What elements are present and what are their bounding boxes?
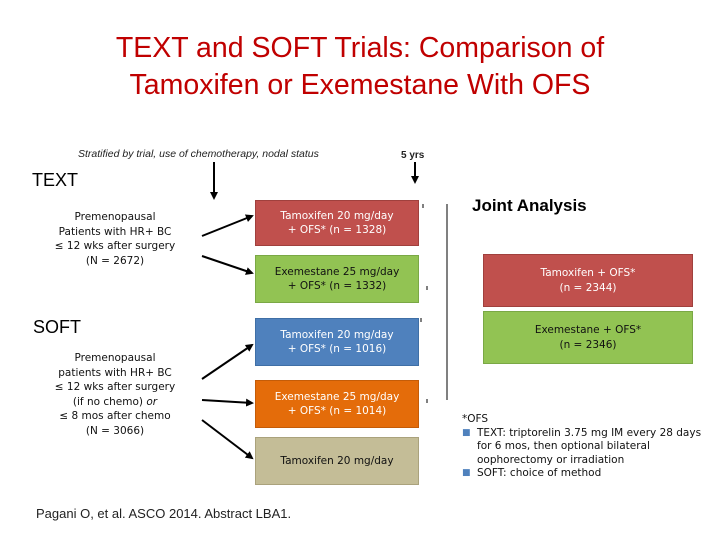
soft-arrow-1 [201,343,254,380]
soft-population-part-1: Premenopausal patients with HR+ BC ≤ 12 … [54,352,176,408]
soft-population-part-2: ≤ 8 mos after chemo (N = 3066) [59,410,171,437]
footnote-heading: *OFS [462,413,489,425]
soft-trial-population: Premenopausal patients with HR+ BC ≤ 12 … [30,351,200,438]
text-arrow-2 [201,255,254,275]
arm-text-tamoxifen: Tamoxifen 20 mg/day + OFS* (n = 1328) [255,200,419,246]
soft-trial-heading: SOFT [33,317,81,337]
arm-soft-tamoxifen-alone: Tamoxifen 20 mg/day [255,437,419,485]
joint-arm-exemestane: Exemestane + OFS* (n = 2346) [483,311,693,364]
text-trial-heading: TEXT [32,170,79,190]
text-trial-population: Premenopausal Patients with HR+ BC ≤ 12 … [54,211,176,267]
joint-arm-tamoxifen: Tamoxifen + OFS* (n = 2344) [483,254,693,307]
soft-arrow-2 [201,398,254,407]
ofs-footnote: *OFS ■ TEXT: triptorelin 3.75 mg IM ever… [462,413,702,481]
stratification-note: Stratified by trial, use of chemotherapy… [78,148,319,160]
footnote-item-text: ■ TEXT: triptorelin 3.75 mg IM every 28 … [462,427,702,468]
joint-analysis-heading: Joint Analysis [472,196,587,215]
title-line-2: Tamoxifen or Exemestane With OFS [129,69,591,101]
bullet-square-icon: ■ [462,468,471,478]
slide-title: TEXT and SOFT Trials: Comparison of Tamo… [0,30,720,104]
arm-soft-tamoxifen-ofs: Tamoxifen 20 mg/day + OFS* (n = 1016) [255,318,419,366]
bullet-square-icon: ■ [462,427,471,438]
citation: Pagani O, et al. ASCO 2014. Abstract LBA… [36,506,292,521]
time-label: 5 yrs [401,150,425,161]
soft-population-or: or [146,395,158,408]
footnote-item-text-label: TEXT: triptorelin 3.75 mg IM every 28 da… [477,426,702,466]
footnote-item-soft-label: SOFT: choice of method [477,467,602,479]
soft-arrow-3 [201,419,254,460]
footnote-item-soft: ■ SOFT: choice of method [462,467,702,481]
arm-text-exemestane: Exemestane 25 mg/day + OFS* (n = 1332) [255,255,419,303]
title-line-1: TEXT and SOFT Trials: Comparison of [115,32,605,64]
text-arrow-1 [201,214,254,237]
arm-soft-exemestane-ofs: Exemestane 25 mg/day + OFS* (n = 1014) [255,380,419,428]
